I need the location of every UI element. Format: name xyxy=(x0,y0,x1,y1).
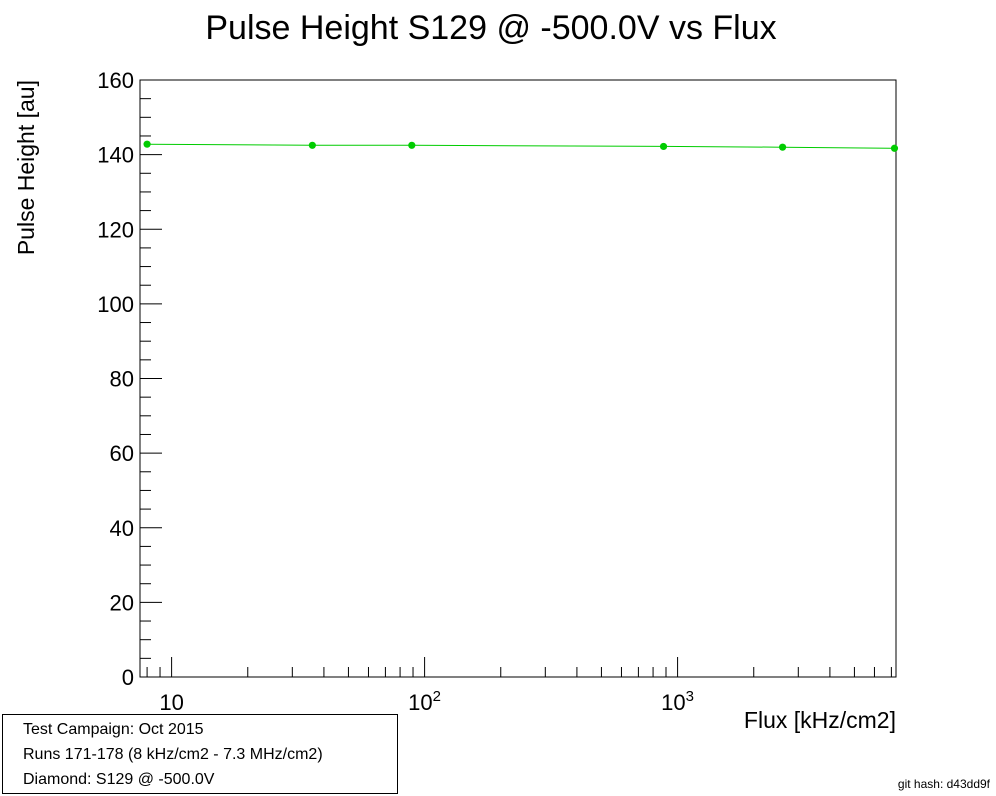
y-tick-label: 20 xyxy=(110,590,134,615)
x-tick-label: 10 xyxy=(159,690,183,715)
x-tick-label: 103 xyxy=(661,688,694,715)
data-series xyxy=(143,140,899,152)
y-tick-label: 60 xyxy=(110,441,134,466)
y-tick-label: 100 xyxy=(97,292,134,317)
y-tick-label: 80 xyxy=(110,367,134,392)
data-point xyxy=(778,143,787,151)
y-tick-label: 120 xyxy=(97,217,134,242)
data-point xyxy=(659,142,668,151)
run-info-legend: Test Campaign: Oct 2015 Runs 171-178 (8 … xyxy=(2,714,398,794)
y-axis-title: Pulse Height [au] xyxy=(13,80,39,255)
y-axis: 0 20 40 60 80 100 120 140 160 xyxy=(97,68,162,690)
chart-title: Pulse Height S129 @ -500.0V vs Flux xyxy=(205,9,776,47)
y-tick-label: 0 xyxy=(122,665,134,690)
y-tick-label: 140 xyxy=(97,143,134,168)
plot-frame xyxy=(139,79,897,678)
data-point xyxy=(890,144,899,152)
runs-label: Runs 171-178 (8 kHz/cm2 - 7.3 MHz/cm2) xyxy=(23,746,323,763)
series-line xyxy=(147,143,895,149)
x-axis: 10 102 103 xyxy=(146,657,892,715)
y-tick-label: 160 xyxy=(97,68,134,93)
data-point xyxy=(408,141,416,149)
x-axis-title: Flux [kHz/cm2] xyxy=(744,707,896,733)
y-tick-label: 40 xyxy=(110,516,134,541)
diamond-label: Diamond: S129 @ -500.0V xyxy=(23,771,215,788)
x-tick-label: 102 xyxy=(408,688,441,715)
git-hash: git hash: d43dd9f xyxy=(897,777,990,791)
campaign-label: Test Campaign: Oct 2015 xyxy=(23,721,204,738)
data-point xyxy=(308,141,316,149)
data-point xyxy=(143,140,151,148)
